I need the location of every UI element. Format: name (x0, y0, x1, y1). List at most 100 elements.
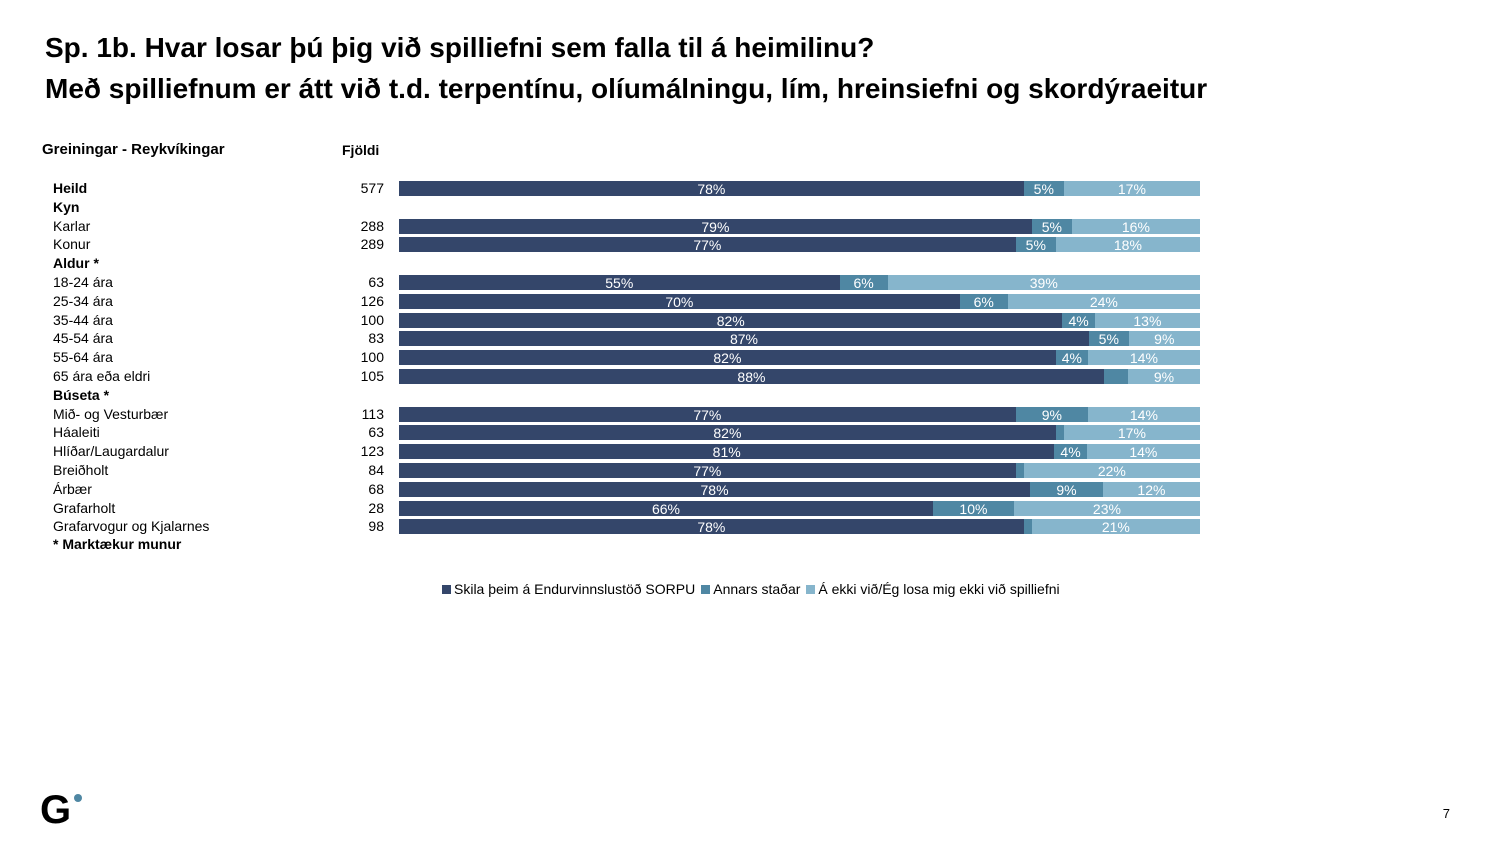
legend-item: Á ekki við/Ég losa mig ekki við spillief… (806, 581, 1060, 597)
bar-segment: 78% (399, 181, 1024, 196)
row-label: Árbær (53, 480, 92, 497)
row-label: Konur (53, 236, 91, 253)
bar-segment: 13% (1094, 312, 1200, 328)
bar-segment: 82% (399, 350, 1056, 366)
row-count: 63 (368, 274, 384, 290)
logo-letter: G (40, 788, 72, 832)
group-heading: Búseta * (0, 386, 1500, 405)
bar-segment: 14% (1087, 406, 1200, 422)
bar-segment: 9% (1030, 481, 1103, 497)
row-label: Grafarholt (53, 499, 116, 516)
row-label: 25-34 ára (53, 292, 113, 309)
bar-segment: 5% (1031, 218, 1072, 234)
page-number: 7 (1442, 806, 1450, 821)
row-label: Hlíðar/Laugardalur (53, 443, 169, 460)
bar-segment (1055, 425, 1064, 441)
stacked-bar: 77% 22% (399, 463, 1200, 478)
stacked-bar: 66% 10% 23% (399, 500, 1200, 516)
bar-segment: 88% (399, 369, 1104, 384)
bar-segment: 14% (1086, 444, 1200, 460)
row-count: 577 (360, 180, 384, 196)
row-label: 18-24 ára (53, 274, 113, 290)
stacked-bar: 88% 9% (399, 369, 1200, 384)
chart-row: Heild 577 78% 5% 17% (0, 179, 1500, 198)
bar-segment: 5% (1015, 237, 1056, 253)
stacked-bar: 82% 4% 13% (399, 312, 1200, 328)
chart-row: 18-24 ára 63 55% 6% 39% (0, 273, 1500, 292)
stacked-bar: 78% 5% 17% (399, 181, 1200, 196)
bar-segment: 5% (1023, 181, 1064, 196)
section-header: Greiningar - Reykvíkingar (42, 141, 225, 158)
row-count: 68 (368, 480, 384, 497)
row-count: 123 (360, 443, 384, 460)
chart-row: Karlar 288 79% 5% 16% (0, 217, 1500, 236)
chart-row: 45-54 ára 83 87% 5% 9% (0, 329, 1500, 348)
row-label: 65 ára eða eldri (53, 368, 151, 384)
bar-segment: 12% (1102, 481, 1200, 497)
chart-row: Grafarholt 28 66% 10% 23% (0, 499, 1500, 518)
bar-segment: 21% (1031, 519, 1200, 535)
stacked-bar: 87% 5% 9% (399, 331, 1200, 347)
legend-item: Skila þeim á Endurvinnslustöð SORPU (442, 581, 695, 597)
legend: Skila þeim á Endurvinnslustöð SORPU Annar… (442, 581, 1060, 597)
row-label: Búseta * (53, 386, 110, 403)
row-count: 98 (368, 518, 384, 535)
row-count: 126 (360, 292, 384, 309)
chart-row: Mið- og Vesturbær 113 77% 9% 14% (0, 405, 1500, 424)
bar-segment: 24% (1007, 293, 1200, 309)
row-label: Aldur * (53, 255, 99, 272)
row-count: 289 (360, 236, 384, 253)
stacked-bar: 82% 4% 14% (399, 350, 1200, 366)
row-count: 63 (368, 424, 384, 441)
row-count: 113 (361, 405, 384, 422)
bar-segment: 78% (399, 481, 1031, 497)
bar-segment: 17% (1063, 181, 1200, 196)
stacked-bar: 77% 5% 18% (399, 237, 1200, 253)
stacked-bar: 77% 9% 14% (399, 406, 1200, 422)
legend-label: Skila þeim á Endurvinnslustöð SORPU (454, 581, 696, 597)
bar-segment: 6% (839, 275, 888, 290)
bar-segment: 10% (932, 500, 1014, 516)
row-label: Mið- og Vesturbær (53, 405, 169, 422)
bar-segment: 16% (1071, 218, 1200, 234)
bar-segment (1103, 369, 1128, 384)
bar-segment: 22% (1023, 463, 1200, 478)
legend-swatch-icon (701, 585, 711, 594)
bar-segment: 6% (959, 293, 1008, 309)
row-label: 55-64 ára (53, 349, 113, 366)
bar-segment: 5% (1088, 331, 1129, 347)
row-label: Breiðholt (53, 462, 109, 478)
bar-segment: 81% (399, 444, 1055, 460)
bar-segment: 9% (1015, 406, 1088, 422)
group-heading: Kyn (0, 198, 1500, 217)
bar-segment: 77% (399, 406, 1016, 422)
bar-segment: 4% (1062, 312, 1095, 328)
row-count: 105 (360, 368, 384, 384)
bar-segment: 66% (399, 500, 933, 516)
bar-segment (1015, 463, 1024, 478)
row-label: 45-54 ára (53, 330, 113, 347)
bar-segment: 77% (399, 237, 1016, 253)
stacked-bar: 55% 6% 39% (399, 275, 1200, 290)
legend-label: Annars staðar (713, 581, 801, 597)
chart-row: 65 ára eða eldri 105 88% 9% (0, 367, 1500, 386)
count-header: Fjöldi (342, 142, 380, 158)
bar-segment: 39% (887, 275, 1200, 290)
bar-segment (1023, 519, 1032, 535)
bar-segment: 9% (1127, 369, 1200, 384)
row-label: Grafarvogur og Kjalarnes (53, 518, 210, 535)
bar-segment: 4% (1054, 444, 1087, 460)
row-label: Karlar (53, 217, 91, 234)
chart-row: Breiðholt 84 77% 22% (0, 461, 1500, 480)
chart-row: Konur 289 77% 5% 18% (0, 235, 1500, 254)
group-heading: Aldur * (0, 254, 1500, 273)
bar-segment: 55% (399, 275, 840, 290)
logo: G (40, 788, 82, 832)
row-count: 100 (360, 311, 384, 328)
chart-row: Hlíðar/Laugardalur 123 81% 4% 14% (0, 442, 1500, 461)
chart-row: Grafarvogur og Kjalarnes 98 78% 21% (0, 517, 1500, 536)
stacked-bar: 81% 4% 14% (399, 444, 1200, 460)
bar-segment: 9% (1128, 331, 1200, 347)
bar-segment: 70% (399, 293, 960, 309)
bar-segment: 14% (1087, 350, 1200, 366)
